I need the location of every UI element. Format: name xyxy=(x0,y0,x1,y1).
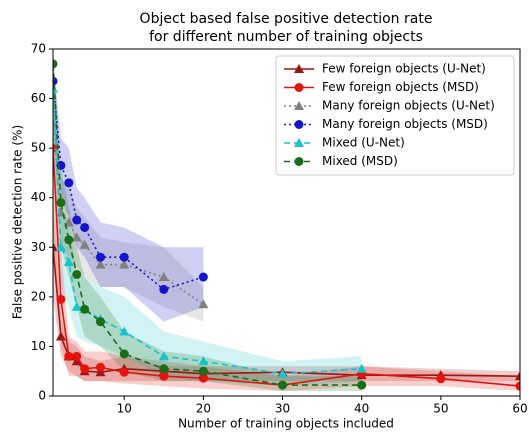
chart-title: Object based false positive detection ra… xyxy=(140,11,433,27)
legend-label: Many foreign objects (MSD) xyxy=(322,117,488,131)
series-line xyxy=(53,123,204,305)
point xyxy=(198,272,208,282)
legend-label: Few foreign objects (U-Net) xyxy=(322,62,486,76)
band xyxy=(53,58,362,387)
point xyxy=(119,367,129,377)
legend-marker xyxy=(294,101,304,110)
point xyxy=(198,373,208,383)
y-tick-label: 10 xyxy=(31,339,46,353)
y-tick-label: 60 xyxy=(31,91,46,105)
x-tick-label: 20 xyxy=(196,402,211,416)
point xyxy=(64,351,74,361)
point xyxy=(198,366,208,376)
point xyxy=(80,304,90,314)
point xyxy=(71,301,82,311)
point xyxy=(119,252,129,262)
series-line xyxy=(53,63,362,386)
y-tick-label: 30 xyxy=(31,240,46,254)
point xyxy=(356,363,367,373)
point xyxy=(80,222,90,232)
point xyxy=(357,380,367,390)
y-tick-label: 20 xyxy=(31,289,46,303)
chart-subtitle: for different number of training objects xyxy=(149,29,423,45)
plot xyxy=(53,49,520,392)
legend-label: Mixed (U-Net) xyxy=(322,136,405,150)
point xyxy=(119,349,129,359)
legend-box xyxy=(275,55,515,176)
point xyxy=(63,217,74,227)
point xyxy=(95,317,105,327)
x-tick-label: 10 xyxy=(117,402,132,416)
point xyxy=(63,257,74,267)
point xyxy=(159,371,169,381)
x-tick-label: 30 xyxy=(275,402,290,416)
point xyxy=(158,272,169,282)
y-tick-label: 50 xyxy=(31,141,46,155)
point xyxy=(53,242,58,252)
point xyxy=(53,59,58,69)
point xyxy=(198,299,209,309)
legend-label: Many foreign objects (U-Net) xyxy=(322,99,495,113)
point xyxy=(436,374,446,384)
point xyxy=(79,239,90,249)
point xyxy=(55,242,66,252)
legend-marker xyxy=(294,157,304,166)
legend-marker xyxy=(294,64,304,73)
point xyxy=(95,252,105,262)
y-tick-label: 0 xyxy=(38,389,46,403)
point xyxy=(71,232,82,242)
point xyxy=(119,259,130,269)
point xyxy=(95,362,105,372)
point xyxy=(64,178,74,188)
point xyxy=(95,259,106,269)
y-axis-label: False positive detection rate (%) xyxy=(11,125,25,319)
x-tick-label: 40 xyxy=(354,402,369,416)
point xyxy=(159,284,169,294)
point xyxy=(56,294,66,304)
x-tick-label: 50 xyxy=(433,402,448,416)
point xyxy=(72,215,82,225)
point xyxy=(159,364,169,374)
point xyxy=(80,364,90,374)
series-line xyxy=(53,88,362,375)
plot-frame xyxy=(52,48,521,397)
point xyxy=(278,380,288,390)
legend-marker xyxy=(294,120,304,129)
y-tick-label: 40 xyxy=(31,190,46,204)
point xyxy=(277,368,288,378)
point xyxy=(119,326,130,336)
point xyxy=(515,371,520,381)
legend-label: Mixed (MSD) xyxy=(322,154,398,168)
band xyxy=(53,88,204,322)
point xyxy=(72,270,82,280)
band xyxy=(53,98,520,392)
legend-marker xyxy=(294,83,304,92)
point xyxy=(158,351,169,361)
point xyxy=(56,198,66,208)
band xyxy=(53,197,520,382)
point xyxy=(515,381,520,391)
legend-label: Few foreign objects (MSD) xyxy=(322,80,479,94)
y-tick-label: 70 xyxy=(31,42,46,56)
x-axis-label: Number of training objects included xyxy=(178,417,394,431)
band xyxy=(53,58,204,322)
point xyxy=(72,351,82,361)
point xyxy=(55,331,66,341)
series-line xyxy=(53,81,204,291)
point xyxy=(198,356,209,366)
point xyxy=(64,235,74,245)
x-tick-label: 60 xyxy=(512,402,527,416)
legend-marker xyxy=(294,138,304,147)
